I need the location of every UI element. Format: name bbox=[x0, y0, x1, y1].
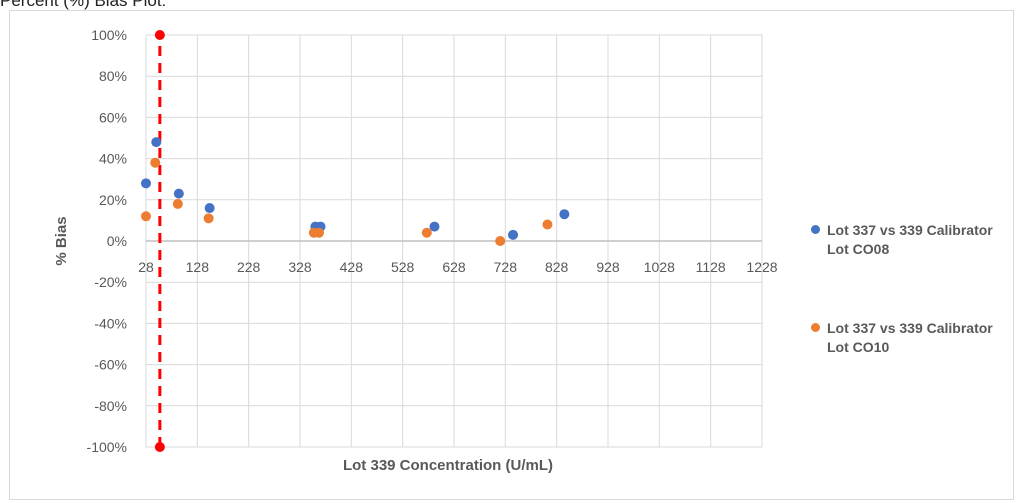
data-point-series-2 bbox=[495, 236, 506, 246]
data-point-series-1 bbox=[508, 229, 519, 240]
data-point-series-2 bbox=[150, 157, 161, 168]
y-tick-label: 40% bbox=[99, 151, 127, 167]
legend-marker-series-2 bbox=[811, 323, 820, 332]
data-point-series-1 bbox=[151, 137, 162, 148]
x-tick-label: 528 bbox=[391, 259, 415, 275]
data-point-series-2 bbox=[203, 213, 214, 224]
data-point-series-2 bbox=[313, 227, 324, 238]
page-heading: Percent (%) Bias Plot: bbox=[0, 0, 167, 10]
y-tick-label: -40% bbox=[94, 315, 127, 331]
data-point-series-2 bbox=[141, 211, 151, 222]
reference-line-bottom-marker bbox=[154, 442, 165, 452]
data-point-series-2 bbox=[172, 198, 183, 209]
reference-line-top-marker bbox=[154, 30, 165, 40]
x-tick-label: 428 bbox=[340, 259, 364, 275]
y-tick-label: 60% bbox=[99, 109, 127, 125]
legend-item-series-2: Lot 337 vs 339 Calibrator Lot CO10 bbox=[811, 319, 1011, 357]
y-tick-label: -60% bbox=[94, 357, 127, 373]
x-tick-label: 728 bbox=[494, 259, 518, 275]
legend-item-series-1: Lot 337 vs 339 Calibrator Lot CO08 bbox=[811, 221, 1011, 259]
y-tick-label: -80% bbox=[94, 398, 127, 414]
y-tick-label: 80% bbox=[99, 68, 127, 84]
legend-marker-series-1 bbox=[811, 225, 820, 234]
x-tick-label: 328 bbox=[288, 259, 312, 275]
x-tick-label: 228 bbox=[237, 259, 261, 275]
data-point-series-1 bbox=[141, 178, 151, 189]
x-tick-label: 1128 bbox=[696, 259, 726, 275]
data-point-series-1 bbox=[173, 188, 184, 199]
x-tick-label: 1228 bbox=[746, 259, 777, 275]
data-point-series-1 bbox=[559, 209, 570, 220]
legend-label-series-2: Lot 337 vs 339 Calibrator Lot CO10 bbox=[827, 320, 993, 355]
y-tick-label: 20% bbox=[99, 192, 127, 208]
legend-label-series-1: Lot 337 vs 339 Calibrator Lot CO08 bbox=[827, 222, 993, 257]
x-tick-label: 28 bbox=[138, 259, 154, 275]
y-tick-label: -100% bbox=[87, 439, 127, 455]
x-tick-label: 928 bbox=[596, 259, 620, 275]
x-tick-label: 128 bbox=[186, 259, 210, 275]
chart-frame: -100% -80% -60% -40% -20% 0% 20% 40% 60% 80% 100% 2… bbox=[9, 10, 1014, 500]
x-tick-label: 628 bbox=[442, 259, 466, 275]
data-point-series-1 bbox=[204, 203, 215, 214]
x-tick-label: 1028 bbox=[644, 259, 675, 275]
bias-scatter-plot: -100% -80% -60% -40% -20% 0% 20% 40% 60% 80% 100% 2… bbox=[53, 27, 778, 474]
data-point-series-1 bbox=[429, 221, 440, 232]
y-tick-label: 0% bbox=[107, 233, 127, 249]
data-point-series-2 bbox=[421, 227, 432, 238]
x-tick-label: 828 bbox=[545, 259, 569, 275]
y-axis-title: % Bias bbox=[53, 216, 70, 265]
y-tick-label: -20% bbox=[94, 274, 127, 290]
x-axis-title: Lot 339 Concentration (U/mL) bbox=[343, 457, 553, 474]
y-tick-label: 100% bbox=[91, 27, 127, 43]
data-point-series-2 bbox=[542, 219, 553, 230]
